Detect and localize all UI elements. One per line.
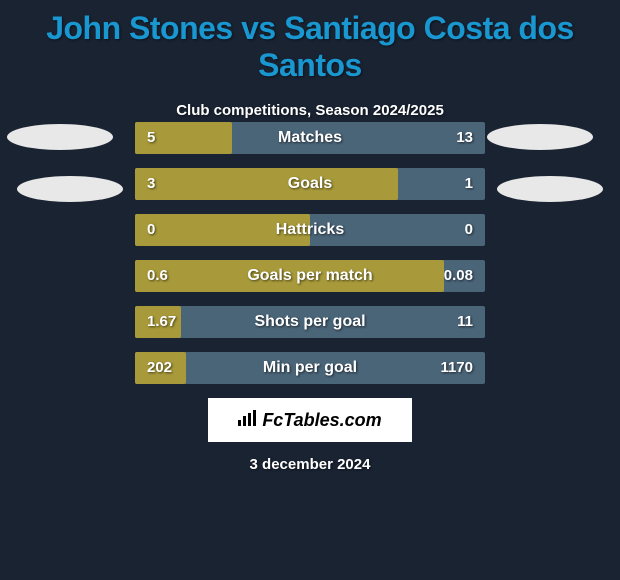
- subtitle: Club competitions, Season 2024/2025: [0, 102, 620, 119]
- stat-row: 513Matches: [135, 122, 485, 154]
- date-label: 3 december 2024: [0, 456, 620, 473]
- stat-row: 31Goals: [135, 168, 485, 200]
- page-title: John Stones vs Santiago Costa dos Santos: [0, 0, 620, 84]
- stat-label: Goals per match: [135, 260, 485, 292]
- brand-label: FcTables.com: [262, 410, 381, 431]
- chart-icon: [238, 410, 258, 431]
- stat-row: 0.60.08Goals per match: [135, 260, 485, 292]
- brand-badge: FcTables.com: [208, 398, 412, 442]
- player-avatar-placeholder: [17, 176, 123, 202]
- stat-label: Hattricks: [135, 214, 485, 246]
- stat-label: Min per goal: [135, 352, 485, 384]
- comparison-infographic: John Stones vs Santiago Costa dos Santos…: [0, 0, 620, 580]
- stat-label: Shots per goal: [135, 306, 485, 338]
- stat-row: 00Hattricks: [135, 214, 485, 246]
- player-avatar-placeholder: [487, 124, 593, 150]
- stat-label: Matches: [135, 122, 485, 154]
- stat-row: 2021170Min per goal: [135, 352, 485, 384]
- player-avatar-placeholder: [497, 176, 603, 202]
- stat-row: 1.6711Shots per goal: [135, 306, 485, 338]
- player-avatar-placeholder: [7, 124, 113, 150]
- stat-label: Goals: [135, 168, 485, 200]
